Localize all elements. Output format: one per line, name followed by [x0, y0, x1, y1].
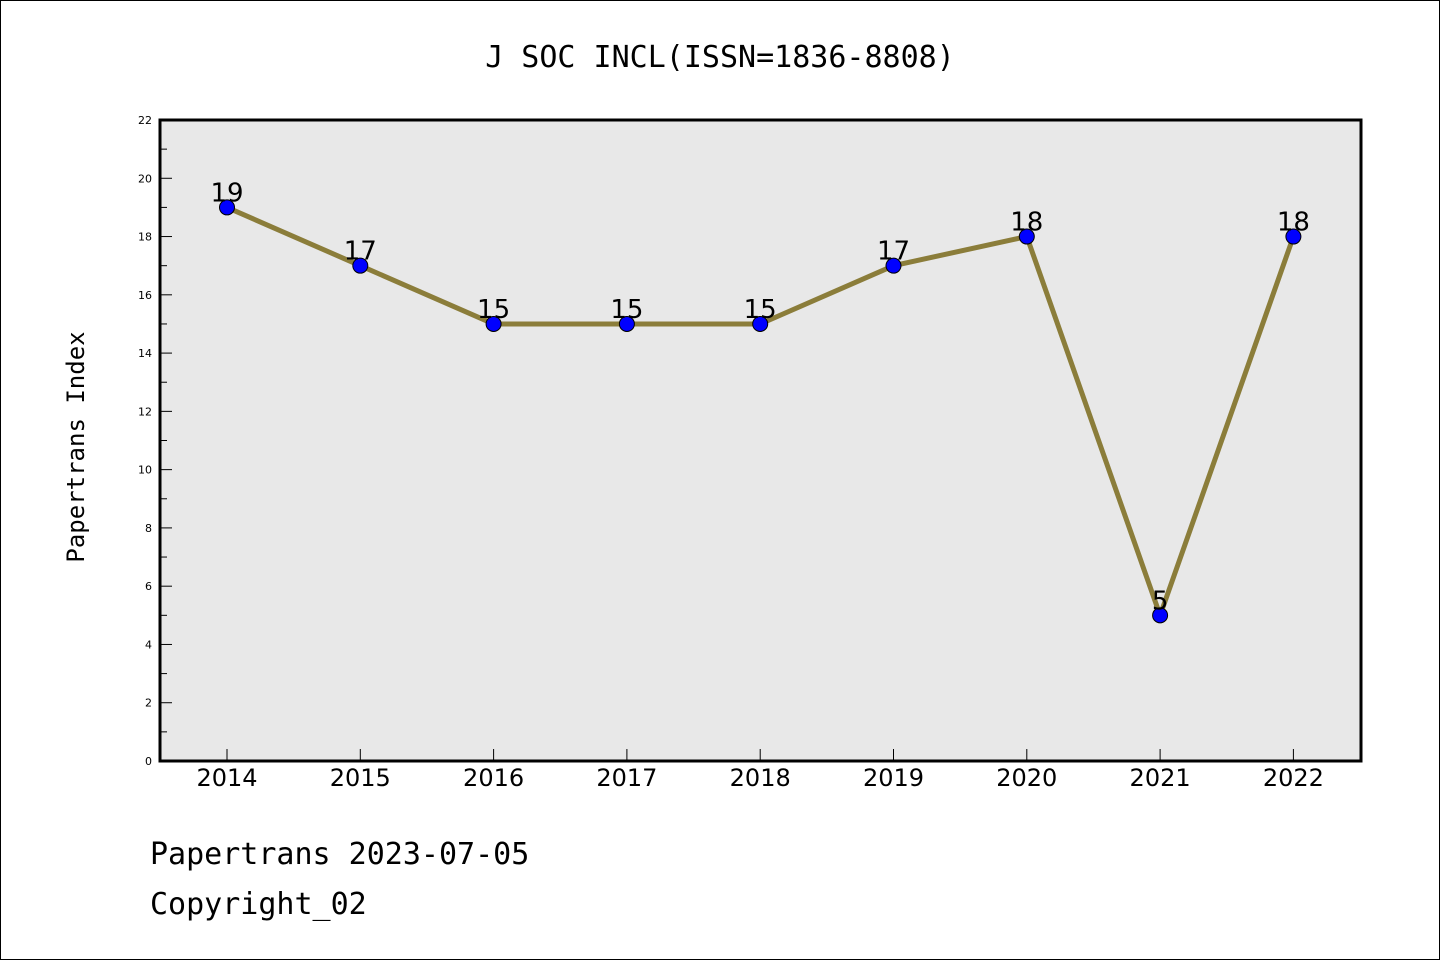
data-point: [885, 257, 902, 274]
data-point: [1018, 228, 1035, 245]
x-tick-label: 2022: [1263, 764, 1324, 792]
x-tick-label: 2020: [996, 764, 1057, 792]
x-tick-label: 2018: [730, 764, 791, 792]
footer-date: Papertrans 2023-07-05: [150, 837, 529, 872]
data-point: [1152, 607, 1169, 624]
x-tick-label: 2017: [596, 764, 657, 792]
data-point: [618, 315, 635, 332]
data-point: [219, 199, 235, 216]
x-tick-label: 2016: [463, 764, 524, 792]
y-tick-label: 4: [145, 638, 152, 651]
data-point: [1285, 228, 1302, 245]
y-axis: 0 2 4 6 8 10 12 14 16 18 20 22: [138, 114, 172, 768]
y-tick-label: 8: [145, 522, 152, 535]
y-tick-label: 6: [145, 580, 152, 593]
plot-area: [158, 118, 1363, 763]
y-tick-label: 2: [145, 697, 152, 710]
data-label: 18: [1277, 208, 1310, 238]
chart-title: J SOC INCL(ISSN=1836-8808): [485, 40, 955, 75]
y-axis-label: Papertrans Index: [62, 331, 90, 562]
data-label: 19: [210, 178, 243, 208]
x-tick-label: 2021: [1130, 764, 1191, 792]
y-tick-label: 22: [138, 114, 152, 127]
data-point: [485, 315, 502, 332]
data-label: 15: [610, 295, 643, 325]
series: 19 17 15 15 15 17 18 5 18: [210, 178, 1310, 624]
data-label: 17: [344, 237, 377, 267]
x-axis: 2014 2015 2016 2017 2018 2019 2020 2021 2022: [196, 749, 1324, 792]
y-tick-label: 10: [138, 464, 152, 477]
y-tick-label: 18: [138, 231, 152, 244]
data-label: 5: [1152, 586, 1169, 616]
data-label: 18: [1010, 208, 1043, 238]
y-tick-label: 20: [138, 172, 152, 185]
data-point: [752, 315, 769, 332]
footer-copyright: Copyright_02: [150, 887, 367, 922]
y-tick-label: 16: [138, 289, 152, 302]
x-tick-label: 2014: [196, 764, 257, 792]
data-label: 15: [477, 295, 510, 325]
x-tick-label: 2019: [863, 764, 924, 792]
data-label: 15: [744, 295, 777, 325]
x-tick-label: 2015: [330, 764, 391, 792]
y-tick-label: 0: [145, 755, 152, 768]
y-tick-label: 12: [138, 405, 152, 418]
data-point: [352, 257, 369, 274]
data-label: 17: [877, 237, 910, 267]
y-tick-label: 14: [138, 347, 152, 360]
